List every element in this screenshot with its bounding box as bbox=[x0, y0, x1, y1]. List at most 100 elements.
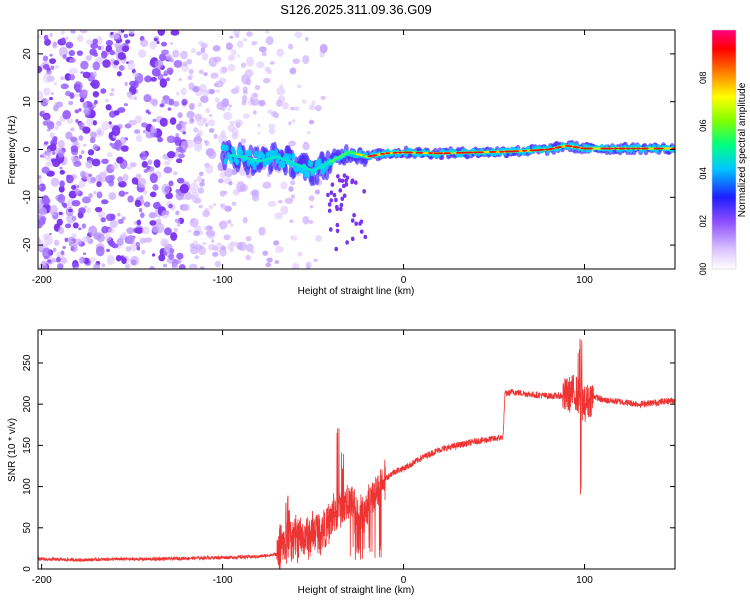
heatmap-cell bbox=[302, 142, 310, 151]
heatmap-cell bbox=[88, 193, 93, 199]
heatmap-cell bbox=[163, 251, 168, 256]
heatmap-cell bbox=[186, 58, 193, 65]
heatmap-cell bbox=[166, 77, 170, 82]
heatmap-cell bbox=[89, 48, 97, 56]
heatmap-cell bbox=[288, 121, 292, 126]
heatmap-cell bbox=[69, 57, 77, 64]
heatmap-cell bbox=[70, 30, 76, 34]
heatmap-cell bbox=[86, 235, 90, 240]
heatmap-cell bbox=[54, 102, 59, 106]
heatmap-cell bbox=[358, 153, 363, 156]
heatmap-cell bbox=[335, 228, 340, 234]
heatmap-cell bbox=[175, 259, 182, 264]
heatmap-cell bbox=[306, 171, 311, 179]
heatmap-cell bbox=[159, 103, 165, 108]
heatmap-cell bbox=[104, 98, 110, 103]
heatmap-cell bbox=[224, 205, 232, 212]
heatmap-cell bbox=[49, 143, 57, 152]
top-y-axis-label: Frequency (Hz) bbox=[7, 116, 18, 185]
heatmap-cell bbox=[49, 53, 53, 57]
heatmap-cell bbox=[248, 149, 253, 157]
heatmap-cell bbox=[166, 135, 176, 144]
heatmap-cell bbox=[41, 166, 50, 174]
heatmap-cell bbox=[234, 119, 243, 127]
heatmap-cell bbox=[242, 37, 248, 42]
heatmap-cell bbox=[109, 213, 116, 221]
heatmap-cell bbox=[109, 92, 114, 97]
heatmap-cell bbox=[311, 100, 316, 106]
heatmap-cell bbox=[151, 225, 160, 233]
heatmap-cell bbox=[102, 59, 111, 68]
heatmap-cell bbox=[140, 39, 149, 48]
heatmap-cell bbox=[163, 73, 167, 77]
heatmap-cell bbox=[239, 184, 248, 192]
heatmap-cell bbox=[335, 204, 339, 210]
heatmap-cell bbox=[100, 88, 107, 94]
heatmap-cell bbox=[68, 50, 76, 57]
heatmap-cell bbox=[340, 196, 345, 201]
heatmap-cell bbox=[138, 207, 143, 213]
bottom-x-ticks: -200 -100 0 100 bbox=[32, 330, 593, 586]
heatmap-cell bbox=[201, 178, 205, 183]
heatmap-cell bbox=[58, 185, 65, 193]
y-tick-label: 10 bbox=[22, 96, 33, 108]
heatmap-cell bbox=[54, 125, 59, 131]
heatmap-cell bbox=[171, 262, 179, 269]
heatmap-cell bbox=[113, 135, 117, 139]
heatmap-cell bbox=[175, 158, 183, 164]
heatmap-cell bbox=[116, 71, 122, 77]
heatmap-cell bbox=[139, 153, 144, 158]
heatmap-cell bbox=[38, 236, 41, 244]
y-tick-label: 200 bbox=[22, 395, 33, 412]
heatmap-cell bbox=[329, 190, 334, 195]
heatmap-cell bbox=[149, 191, 157, 198]
heatmap-cell bbox=[42, 120, 49, 126]
heatmap-cell bbox=[167, 107, 172, 111]
heatmap-cell bbox=[38, 34, 42, 39]
x-tick-label: 100 bbox=[576, 275, 593, 286]
heatmap-cell bbox=[99, 44, 105, 51]
colorbar-tick-label: 0.0 bbox=[698, 263, 708, 276]
heatmap-cell bbox=[220, 224, 226, 231]
heatmap-cell bbox=[205, 107, 210, 114]
colorbar-tick-label: 0.8 bbox=[698, 72, 708, 85]
heatmap-cell bbox=[105, 104, 112, 111]
heatmap-cell bbox=[111, 32, 120, 40]
heatmap-cell bbox=[124, 263, 131, 269]
top-x-ticks: -200 -100 0 100 bbox=[32, 30, 593, 286]
heatmap-cell bbox=[263, 77, 271, 84]
heatmap-cell bbox=[47, 259, 52, 263]
heatmap-cell bbox=[118, 190, 126, 197]
heatmap-cell bbox=[229, 35, 234, 39]
heatmap-cell bbox=[88, 226, 95, 231]
heatmap-cell bbox=[132, 72, 139, 78]
heatmap-cell bbox=[241, 94, 248, 102]
heatmap-cell bbox=[330, 182, 335, 187]
heatmap-cell bbox=[245, 243, 254, 253]
heatmap-cell bbox=[68, 208, 73, 213]
heatmap-cell bbox=[108, 179, 115, 187]
heatmap-cell bbox=[38, 208, 47, 215]
heatmap-cell bbox=[92, 61, 101, 71]
heatmap-cell bbox=[124, 81, 128, 86]
heatmap-cell bbox=[625, 147, 631, 150]
heatmap-cell bbox=[59, 180, 65, 188]
heatmap-cell bbox=[265, 36, 274, 46]
heatmap-cell bbox=[49, 132, 55, 139]
heatmap-cell bbox=[123, 33, 129, 39]
heatmap-cell bbox=[65, 131, 73, 140]
heatmap-cell bbox=[176, 123, 182, 131]
heatmap-cell bbox=[127, 61, 135, 71]
heatmap-cell bbox=[268, 149, 273, 157]
heatmap-cell bbox=[93, 99, 98, 105]
heatmap-cell bbox=[45, 148, 53, 157]
heatmap-cell bbox=[254, 85, 261, 91]
heatmap-cell bbox=[97, 46, 102, 51]
heatmap-cell bbox=[224, 144, 229, 152]
heatmap-cell bbox=[173, 227, 179, 233]
heatmap-cell bbox=[212, 251, 219, 257]
heatmap-cell bbox=[230, 49, 237, 56]
heatmap-cell bbox=[231, 132, 239, 140]
heatmap-cell bbox=[150, 76, 157, 82]
heatmap-cell bbox=[276, 99, 283, 107]
